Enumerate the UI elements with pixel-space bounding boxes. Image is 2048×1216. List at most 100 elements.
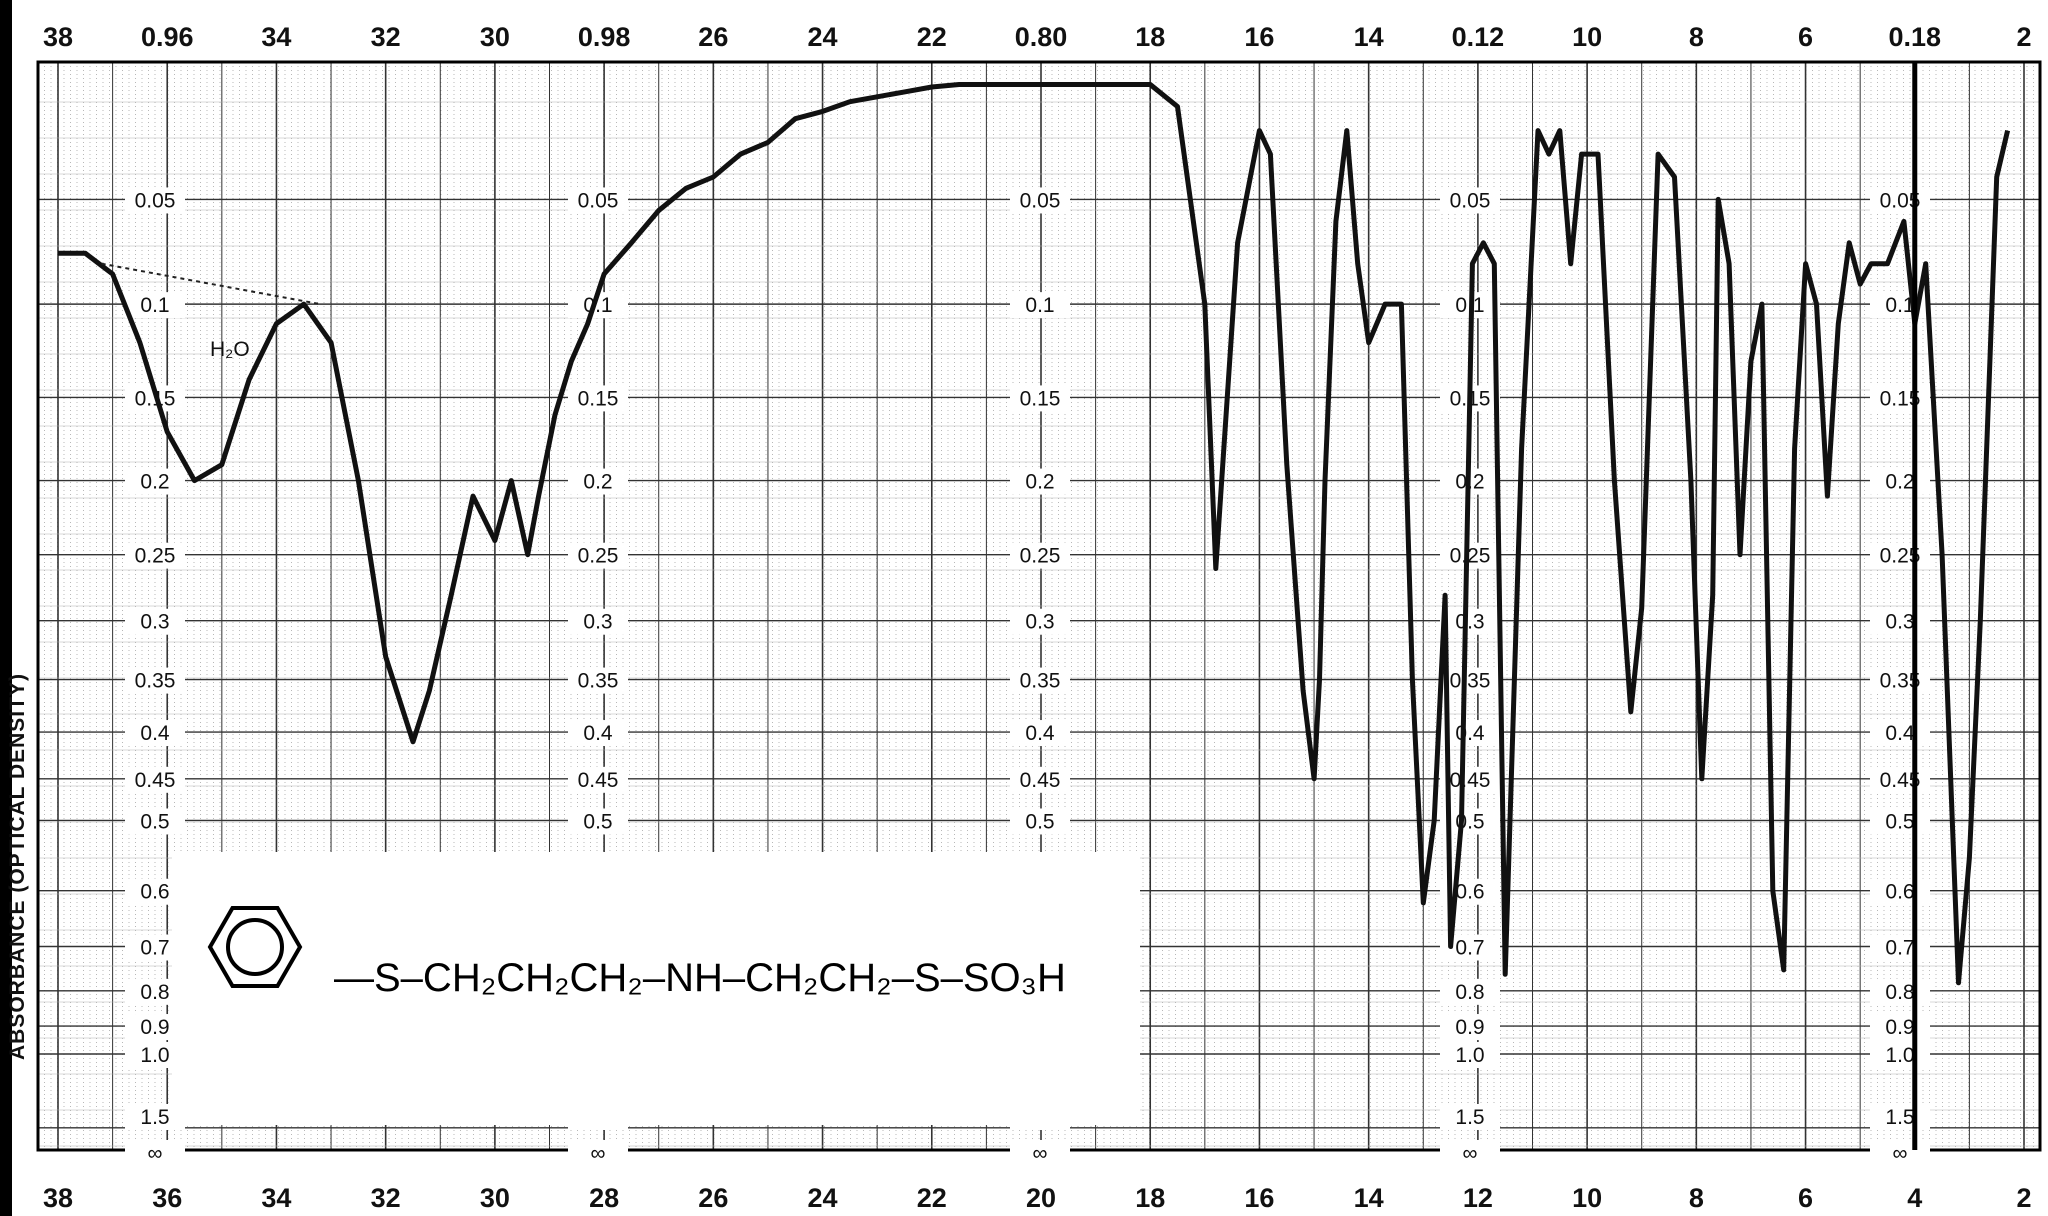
absorbance-label: 0.7 — [140, 937, 169, 960]
od-label-bg — [1870, 542, 1930, 569]
od-label-bg — [1870, 187, 1930, 214]
bottom-tick-label: 4 — [1907, 1183, 1922, 1213]
od-label-bg — [125, 542, 185, 569]
absorbance-label: 0.3 — [583, 611, 612, 634]
absorbance-label: 0.25 — [1020, 545, 1061, 568]
absorbance-label: 0.4 — [1885, 722, 1915, 745]
absorbance-label: 0.5 — [1025, 810, 1054, 833]
bottom-tick-label: 32 — [371, 1183, 401, 1213]
absorbance-label: ∞ — [1463, 1142, 1478, 1165]
absorbance-label: 0.9 — [1885, 1016, 1914, 1039]
od-label-bg — [1440, 187, 1500, 214]
od-label-bg — [568, 385, 628, 412]
bottom-tick-label: 36 — [152, 1183, 182, 1213]
od-label-bg — [1010, 808, 1070, 835]
od-label-bg — [125, 667, 185, 694]
absorbance-label: 0.35 — [1450, 670, 1491, 693]
od-label-bg — [1010, 292, 1070, 319]
bottom-tick-label: 22 — [917, 1183, 947, 1213]
absorbance-label: 0.4 — [140, 722, 170, 745]
absorbance-label: 0.9 — [140, 1016, 169, 1039]
od-label-bg — [1440, 608, 1500, 635]
top-tick-label: 0.80 — [1015, 22, 1068, 52]
top-tick-label: 0.98 — [578, 22, 631, 52]
od-label-bg — [1870, 1140, 1930, 1166]
top-tick-label: 0.96 — [141, 22, 194, 52]
absorbance-label: 0.45 — [1450, 769, 1491, 792]
od-label-bg — [1870, 385, 1930, 412]
od-label-bg — [1440, 542, 1500, 569]
top-tick-label: 10 — [1572, 22, 1602, 52]
od-label-bg — [1870, 808, 1930, 835]
top-tick-label: 30 — [480, 22, 510, 52]
od-label-bg — [1010, 667, 1070, 694]
absorbance-label: 0.6 — [140, 881, 169, 904]
top-tick-label: 22 — [917, 22, 947, 52]
absorbance-label: 0.7 — [1885, 937, 1914, 960]
od-label-bg — [1440, 667, 1500, 694]
absorbance-label: 0.2 — [583, 471, 612, 494]
bottom-tick-label: 28 — [589, 1183, 619, 1213]
top-tick-label: 26 — [698, 22, 728, 52]
absorbance-label: 0.5 — [140, 810, 169, 833]
absorbance-label: 1.5 — [1885, 1106, 1914, 1129]
absorbance-label: 0.1 — [1885, 294, 1914, 317]
absorbance-label: 0.3 — [1885, 611, 1914, 634]
absorbance-label: 0.1 — [1025, 294, 1054, 317]
od-label-bg — [568, 667, 628, 694]
od-label-bg — [1870, 720, 1930, 747]
water-baseline — [101, 262, 321, 306]
od-label-bg — [125, 468, 185, 495]
od-label-bg — [1010, 385, 1070, 412]
bottom-tick-label: 18 — [1135, 1183, 1165, 1213]
absorbance-label: 0.35 — [578, 670, 619, 693]
top-tick-label: 6 — [1798, 22, 1813, 52]
top-tick-label: 14 — [1354, 22, 1384, 52]
top-tick-label: 32 — [371, 22, 401, 52]
absorbance-label: 0.9 — [1455, 1016, 1484, 1039]
od-label-bg — [1870, 978, 1930, 1005]
od-label-bg — [568, 808, 628, 835]
od-label-bg — [125, 808, 185, 835]
bottom-tick-label: 24 — [808, 1183, 838, 1213]
absorbance-label: 1.5 — [140, 1106, 169, 1129]
absorbance-label: 1.0 — [140, 1044, 169, 1067]
absorbance-label: ∞ — [148, 1142, 163, 1165]
top-tick-label: 2 — [2016, 22, 2031, 52]
top-tick-label: 0.18 — [1888, 22, 1941, 52]
absorbance-label: 0.25 — [135, 545, 176, 568]
bottom-tick-label: 16 — [1244, 1183, 1274, 1213]
absorbance-label: 0.15 — [1020, 387, 1061, 410]
absorbance-label: 0.05 — [578, 189, 619, 212]
bottom-tick-label: 14 — [1354, 1183, 1384, 1213]
od-label-bg — [1010, 720, 1070, 747]
od-label-bg — [1440, 720, 1500, 747]
od-label-bg — [568, 720, 628, 747]
bottom-tick-label: 2 — [2016, 1183, 2031, 1213]
od-label-bg — [1870, 468, 1930, 495]
absorbance-label: 0.35 — [1020, 670, 1061, 693]
absorbance-label: 0.6 — [1455, 881, 1484, 904]
absorbance-label: 0.4 — [1025, 722, 1055, 745]
od-label-bg — [1440, 978, 1500, 1005]
absorbance-label: 0.2 — [140, 471, 169, 494]
absorbance-label: ∞ — [1033, 1142, 1048, 1165]
bottom-tick-label: 30 — [480, 1183, 510, 1213]
absorbance-label: 1.5 — [1455, 1106, 1484, 1129]
od-label-bg — [568, 468, 628, 495]
top-tick-label: 34 — [261, 22, 291, 52]
absorbance-label: 0.3 — [1455, 611, 1484, 634]
od-label-bg — [1870, 1042, 1930, 1068]
absorbance-label: 0.25 — [578, 545, 619, 568]
bottom-tick-label: 34 — [261, 1183, 291, 1213]
absorbance-label: 1.0 — [1455, 1044, 1484, 1067]
od-label-bg — [1010, 1140, 1070, 1166]
absorbance-label: 0.45 — [1020, 769, 1061, 792]
od-label-bg — [1440, 1042, 1500, 1068]
absorbance-label: 0.05 — [1880, 189, 1921, 212]
top-tick-label: 16 — [1244, 22, 1274, 52]
absorbance-label: 0.8 — [1455, 981, 1484, 1004]
absorbance-label: 0.8 — [1885, 981, 1914, 1004]
absorbance-label: 0.15 — [578, 387, 619, 410]
